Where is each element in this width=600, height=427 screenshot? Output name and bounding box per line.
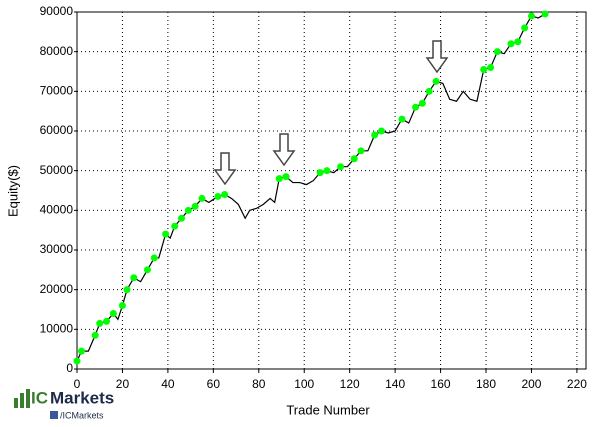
new-high-marker [323, 167, 331, 175]
new-high-marker [432, 77, 440, 85]
arrow [213, 152, 237, 186]
y-tick-label: 10000 [40, 322, 74, 336]
new-high-marker [412, 103, 420, 111]
arrow [425, 40, 449, 74]
y-tick-label: 30000 [40, 242, 74, 256]
logo-bar [14, 398, 18, 408]
new-high-marker [493, 48, 501, 56]
x-tick-label: 0 [74, 377, 81, 391]
x-tick-label: 80 [252, 377, 266, 391]
x-tick-label: 220 [567, 377, 587, 391]
logo-brand: Markets [50, 388, 114, 407]
y-tick-label: 20000 [40, 282, 74, 296]
new-high-marker [527, 12, 535, 20]
new-high-marker [73, 357, 81, 365]
x-tick-label: 100 [294, 377, 314, 391]
new-high-marker [425, 87, 433, 95]
new-high-marker [487, 64, 495, 72]
new-high-marker [316, 169, 324, 177]
new-high-marker [418, 99, 426, 107]
x-tick-label: 180 [476, 377, 496, 391]
new-high-marker [78, 347, 86, 355]
new-high-marker [357, 147, 365, 155]
x-tick-label: 140 [385, 377, 405, 391]
new-high-marker [337, 163, 345, 171]
new-high-marker [480, 66, 488, 74]
logo-bar [26, 389, 30, 408]
x-tick-label: 20 [116, 377, 130, 391]
x-tick-label: 60 [207, 377, 221, 391]
new-high-marker [275, 175, 283, 183]
arrow [272, 133, 296, 167]
new-high-marker [162, 230, 170, 238]
new-high-marker [109, 309, 117, 317]
new-high-marker [221, 190, 229, 198]
logo-social: /ICMarkets [60, 410, 104, 420]
new-high-marker [91, 331, 99, 339]
logo-prefix: IC [31, 388, 48, 407]
new-high-marker [123, 286, 131, 294]
new-high-marker [103, 317, 111, 325]
annotation-arrows [213, 40, 449, 186]
y-tick-label: 60000 [40, 123, 74, 137]
social-icon [50, 411, 58, 419]
logo-bar [20, 393, 24, 408]
new-high-marker [184, 206, 192, 214]
logo: IC Markets /ICMarkets [14, 388, 114, 420]
new-high-marker [541, 10, 549, 18]
new-high-marker [150, 254, 158, 262]
new-high-marker [371, 131, 379, 139]
y-tick-label: 0 [66, 361, 73, 375]
new-high-marker [191, 202, 199, 210]
y-tick-label: 50000 [40, 163, 74, 177]
new-high-marker [398, 115, 406, 123]
new-high-marker [214, 192, 222, 200]
new-high-marker [178, 214, 186, 222]
plot-frame [76, 11, 587, 370]
new-high-marker [143, 266, 151, 274]
new-high-marker [171, 222, 179, 230]
new-high-marker [377, 127, 385, 135]
marks [73, 10, 549, 365]
x-tick-label: 40 [161, 377, 175, 391]
x-tick-label: 160 [431, 377, 451, 391]
y-tick-label: 40000 [40, 203, 74, 217]
new-high-marker [282, 173, 290, 181]
new-high-marker [514, 38, 522, 46]
new-high-marker [198, 194, 206, 202]
y-tick-label: 90000 [40, 4, 74, 18]
new-high-marker [96, 319, 104, 327]
x-tick-label: 120 [340, 377, 360, 391]
new-high-marker [130, 274, 138, 282]
new-high-marker [118, 302, 126, 310]
y-tick-label: 70000 [40, 84, 74, 98]
new-high-marker [507, 40, 515, 48]
x-tick-label: 200 [521, 377, 541, 391]
x-axis-label: Trade Number [286, 402, 370, 417]
y-axis-label: Equity($) [5, 165, 20, 217]
new-high-marker [521, 24, 529, 32]
y-tick-label: 80000 [40, 44, 74, 58]
new-high-marker [350, 155, 358, 163]
